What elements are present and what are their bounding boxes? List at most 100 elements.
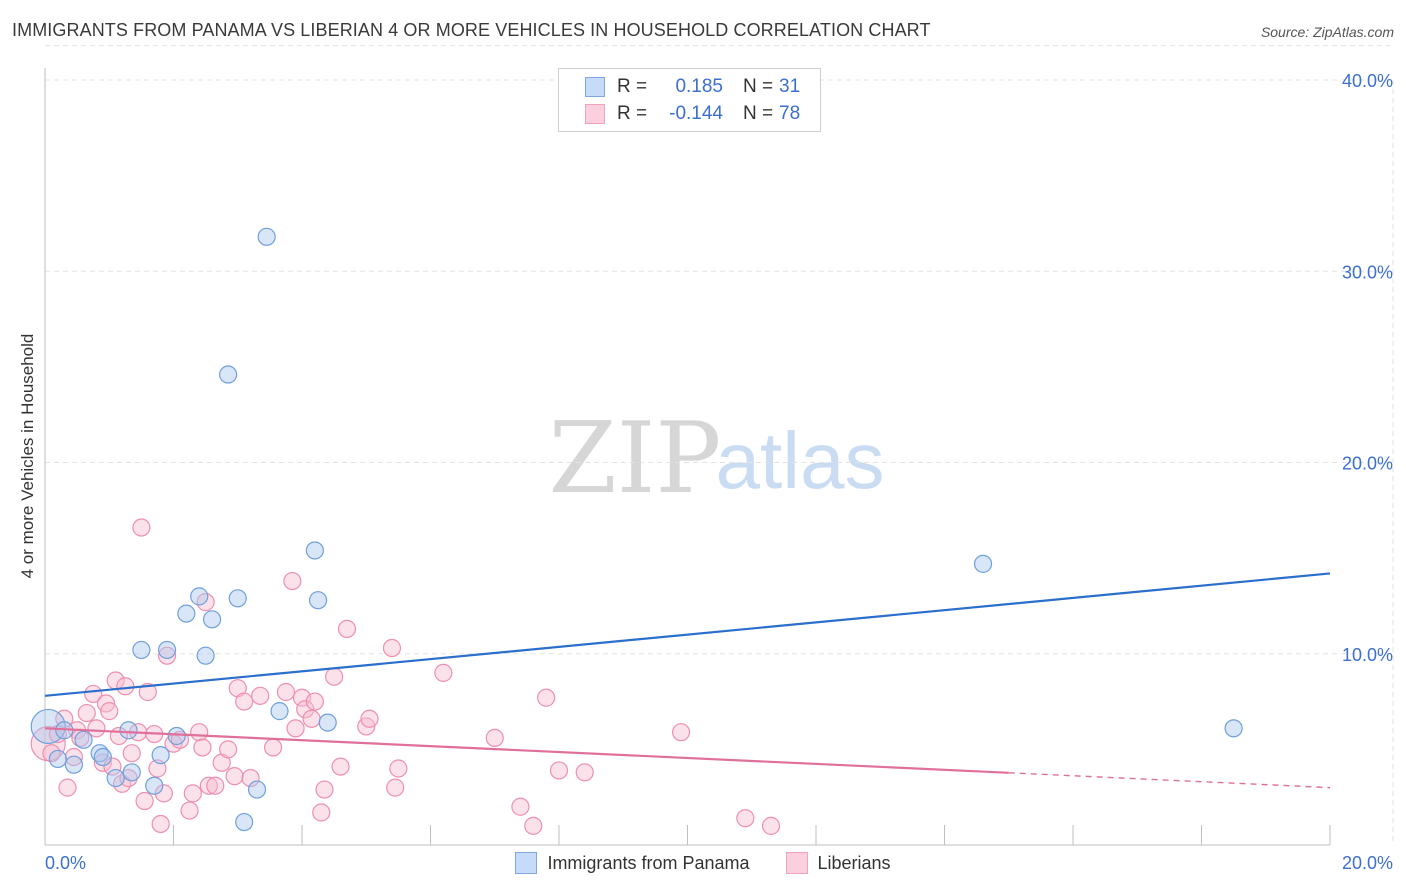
tick-labels: 10.0% 20.0% 30.0% 40.0% 0.0% 20.0% [45, 71, 1393, 873]
panama-point [270, 702, 289, 721]
watermark-zip: ZIP [549, 402, 722, 516]
liberian-point [151, 814, 170, 834]
panama-point [228, 589, 247, 608]
liberian-point [180, 801, 199, 820]
panama-point [48, 749, 67, 769]
axis-layer [44, 68, 1331, 846]
legend-item-panama[interactable]: Immigrants from Panama [515, 852, 750, 874]
panama-legend-label: Immigrants from Panama [547, 852, 750, 873]
legend-r-label: R = [617, 103, 648, 124]
x-tick-label: 20.0% [1342, 853, 1393, 873]
liberian-point [296, 700, 315, 719]
liberian-point [219, 740, 238, 759]
liberian-point [154, 784, 173, 803]
x-tick-label: 0.0% [45, 853, 86, 873]
panama-point [305, 541, 324, 560]
liberian-point [138, 682, 157, 702]
liberian-point [241, 768, 260, 788]
liberian-point [157, 646, 177, 665]
panama-r-value: 0.185 [675, 76, 723, 97]
liberian-point [116, 677, 135, 696]
liberian-point [122, 744, 141, 763]
panama-point [257, 227, 276, 246]
panama-point [247, 780, 267, 799]
panama-n-value: 31 [779, 76, 801, 97]
liberian-point [263, 738, 283, 757]
liberian-point [537, 688, 556, 707]
watermark-atlas: atlas [716, 416, 885, 505]
liberian-point [337, 619, 357, 638]
liberian-point [524, 816, 543, 835]
liberian-point [736, 809, 755, 828]
liberian-point [325, 667, 344, 686]
series-legend: Immigrants from Panama Liberians [0, 852, 1406, 874]
legend-r-label: R = [617, 76, 648, 97]
liberian-point [199, 776, 218, 795]
panama-point [122, 763, 141, 782]
panama-point [235, 812, 254, 832]
liberian-point [575, 763, 594, 782]
liberian-point [276, 682, 296, 702]
panama-point [64, 755, 84, 774]
panama-legend-swatch [515, 852, 538, 874]
panama-point [190, 587, 209, 606]
liberian-point [183, 784, 202, 803]
panama-point [1224, 719, 1243, 738]
panama-point [132, 640, 151, 660]
legend-row-panama: R = 0.185 N = 31 [585, 75, 800, 99]
legend-n-label: N = [743, 76, 774, 97]
panama-point [177, 604, 196, 623]
panama-point [74, 730, 93, 749]
liberian-point [235, 692, 254, 711]
trend-layer [44, 572, 1331, 789]
panama-point [119, 721, 138, 740]
liberian-point [331, 757, 350, 776]
legend-row-liberian: R = -0.144 N = 78 [585, 102, 800, 126]
panama-points [30, 227, 1243, 832]
correlation-legend: R = 0.185 N = 31 R = -0.144 N = 78 [558, 68, 821, 132]
liberian-trend-line [44, 727, 1009, 774]
panama-swatch [585, 77, 605, 97]
panama-point [167, 726, 186, 746]
legend-item-liberian[interactable]: Liberians [785, 852, 891, 874]
liberian-point [58, 778, 77, 797]
y-tick-label: 10.0% [1342, 645, 1393, 665]
liberian-point [77, 703, 96, 723]
liberian-n-value: 78 [779, 103, 801, 124]
panama-point [196, 646, 215, 665]
grid-layer [45, 45, 1394, 845]
liberian-point [389, 759, 408, 778]
liberian-point [64, 747, 84, 767]
liberian-point [382, 638, 402, 658]
liberian-point [434, 663, 453, 682]
liberian-point [485, 728, 504, 748]
liberian-point [671, 723, 691, 742]
liberian-points [30, 518, 781, 835]
liberian-point [511, 797, 530, 816]
panama-point [202, 610, 222, 629]
liberian-point [315, 780, 334, 799]
liberian-point [148, 759, 167, 778]
liberian-point [386, 778, 405, 797]
liberian-point [93, 753, 112, 772]
liberian-point [132, 518, 151, 537]
liberian-point [84, 684, 103, 704]
liberian-point [206, 776, 225, 795]
liberian-trend-extension [1008, 772, 1331, 789]
liberian-point [119, 768, 138, 788]
liberian-legend-label: Liberians [817, 852, 891, 873]
liberian-point [312, 803, 331, 822]
liberian-point [761, 816, 781, 835]
liberian-point [225, 767, 244, 786]
legend-n-label: N = [743, 103, 774, 124]
panama-point [93, 747, 112, 767]
liberian-point [193, 738, 212, 757]
liberian-point [302, 709, 321, 728]
panama-trend-line [44, 572, 1331, 697]
liberian-point [305, 692, 324, 711]
liberian-point [360, 709, 379, 728]
panama-point [106, 768, 125, 788]
panama-point [219, 365, 238, 384]
liberian-point [251, 686, 270, 705]
